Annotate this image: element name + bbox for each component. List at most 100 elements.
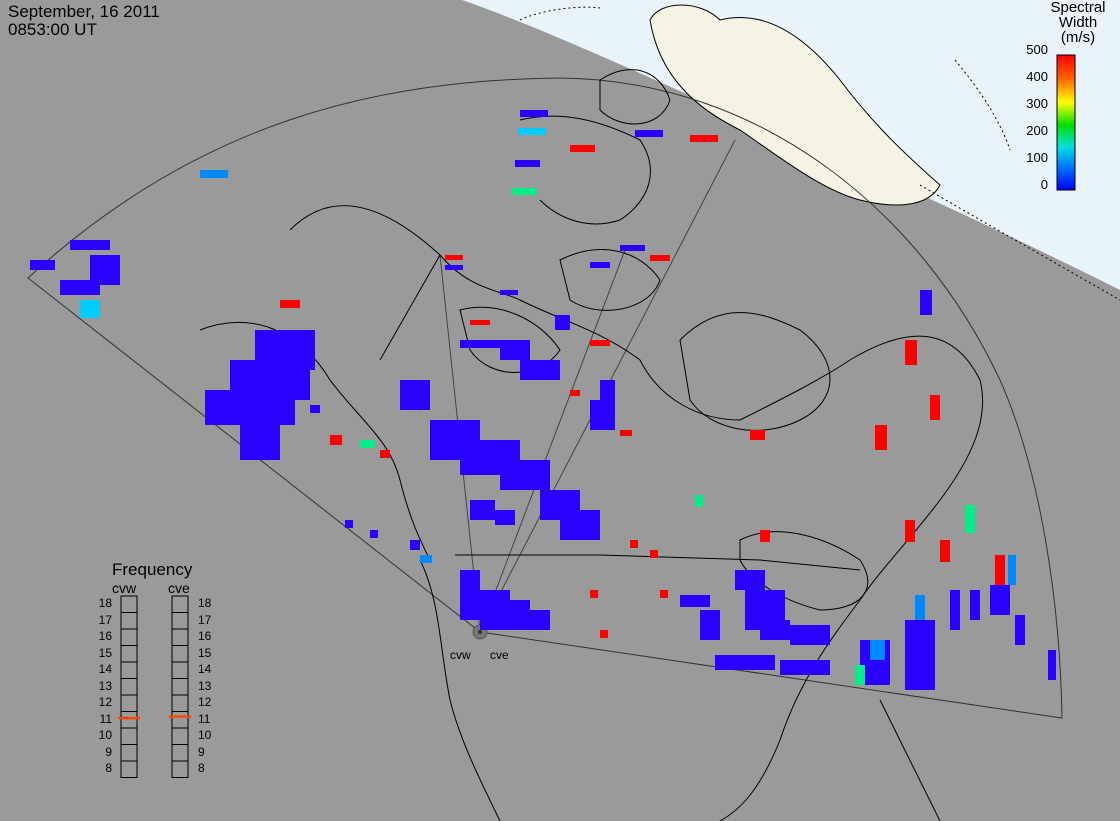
echo-cell xyxy=(780,660,830,675)
frequency-cell xyxy=(120,744,138,762)
echo-cell xyxy=(470,320,490,325)
echo-cell xyxy=(445,265,463,270)
echo-cell xyxy=(660,590,668,598)
echo-cell xyxy=(995,555,1005,585)
echo-cell xyxy=(905,340,917,365)
echo-cell xyxy=(620,245,645,251)
echo-cell xyxy=(590,400,615,430)
echo-cell xyxy=(370,530,378,538)
frequency-tick: 11 xyxy=(198,711,211,726)
echo-cell xyxy=(700,610,720,640)
colorbar-tick: 100 xyxy=(1026,150,1048,165)
date-label: September, 16 2011 xyxy=(8,2,160,21)
frequency-cell xyxy=(171,595,189,613)
frequency-tick: 8 xyxy=(198,761,205,775)
frequency-tick: 9 xyxy=(198,744,205,759)
echo-cell xyxy=(650,550,658,558)
echo-cell xyxy=(965,505,975,533)
colorbar-tick: 300 xyxy=(1026,96,1048,111)
echo-cell xyxy=(570,145,595,152)
frequency-cell xyxy=(171,727,189,745)
echo-cell xyxy=(445,255,463,260)
echo-cell xyxy=(280,300,300,308)
frequency-cell xyxy=(120,711,138,729)
daylight-region xyxy=(462,0,1120,290)
frequency-tick: 13 xyxy=(98,678,112,693)
echo-cell xyxy=(990,585,1010,615)
field-of-view xyxy=(27,77,1063,719)
echo-cell xyxy=(310,405,320,413)
echo-cell xyxy=(200,170,228,178)
colorbar-title-line1: Spectral xyxy=(1050,0,1106,16)
border xyxy=(455,554,861,571)
echo-cell xyxy=(360,440,375,448)
radar-echoes xyxy=(30,110,1056,690)
echo-cell xyxy=(512,188,537,195)
echo-cell xyxy=(1048,650,1056,680)
frequency-tick: 16 xyxy=(98,629,112,643)
echo-cell xyxy=(635,130,663,137)
greenland-landmass xyxy=(649,4,941,206)
echo-cell xyxy=(345,520,353,528)
echo-cell xyxy=(940,540,950,562)
frequency-title: Frequency xyxy=(112,560,193,579)
frequency-cell xyxy=(120,612,138,630)
echo-cell xyxy=(460,570,480,620)
echo-cell xyxy=(500,460,550,490)
colorbar-tick: 500 xyxy=(1026,42,1048,57)
echo-cell xyxy=(970,590,980,620)
echo-cell xyxy=(560,510,600,540)
echo-cell xyxy=(590,262,610,268)
echo-cell xyxy=(760,530,770,542)
echo-cell xyxy=(760,620,790,640)
frequency-panels xyxy=(118,595,191,778)
echo-cell xyxy=(690,135,718,142)
echo-cell xyxy=(870,640,885,660)
echo-cell xyxy=(460,340,500,348)
time-label: 0853:00 UT xyxy=(8,20,97,39)
echo-cell xyxy=(70,240,110,250)
echo-cell xyxy=(950,590,960,630)
frequency-radar-label-cvw: cvw xyxy=(112,580,137,596)
echo-cell xyxy=(920,290,932,315)
colorbar-tick: 400 xyxy=(1026,69,1048,84)
echo-cell xyxy=(515,160,540,167)
echo-cell xyxy=(570,390,580,396)
echo-cell xyxy=(470,500,495,520)
frequency-cell xyxy=(120,645,138,663)
echo-cell xyxy=(590,340,610,346)
echo-cell xyxy=(410,540,420,550)
colorbar-tick: 0 xyxy=(1040,177,1048,192)
echo-cell xyxy=(905,620,935,690)
colorbar-title-line2: Width (m/s) xyxy=(1058,14,1098,46)
echo-cell xyxy=(380,450,390,458)
frequency-tick: 12 xyxy=(98,695,112,709)
echo-cell xyxy=(1015,615,1025,645)
echo-cell xyxy=(790,625,830,645)
frequency-cell xyxy=(171,628,189,646)
frequency-tick: 14 xyxy=(198,662,212,676)
echo-cell xyxy=(590,590,598,598)
frequency-cell xyxy=(120,694,138,712)
frequency-tick: 18 xyxy=(98,596,112,610)
colorbar-title: Spectral Width (m/s) xyxy=(998,0,1108,45)
frequency-cell xyxy=(171,612,189,630)
echo-cell xyxy=(400,380,430,410)
echo-cell xyxy=(620,430,632,436)
echo-cell xyxy=(715,655,775,670)
echo-cell xyxy=(420,555,432,563)
echo-cell xyxy=(1008,555,1016,585)
echo-cell xyxy=(240,420,280,460)
frequency-tick: 15 xyxy=(98,645,112,660)
frequency-tick: 10 xyxy=(98,728,112,742)
frequency-cell xyxy=(171,711,189,729)
echo-cell xyxy=(750,430,765,440)
frequency-tick: 16 xyxy=(198,629,212,643)
echo-cell xyxy=(930,395,940,420)
frequency-cell xyxy=(120,760,138,778)
frequency-cell xyxy=(171,760,189,778)
echo-cell xyxy=(680,595,710,607)
frequency-tick: 9 xyxy=(105,744,112,759)
echo-cell xyxy=(60,280,100,295)
